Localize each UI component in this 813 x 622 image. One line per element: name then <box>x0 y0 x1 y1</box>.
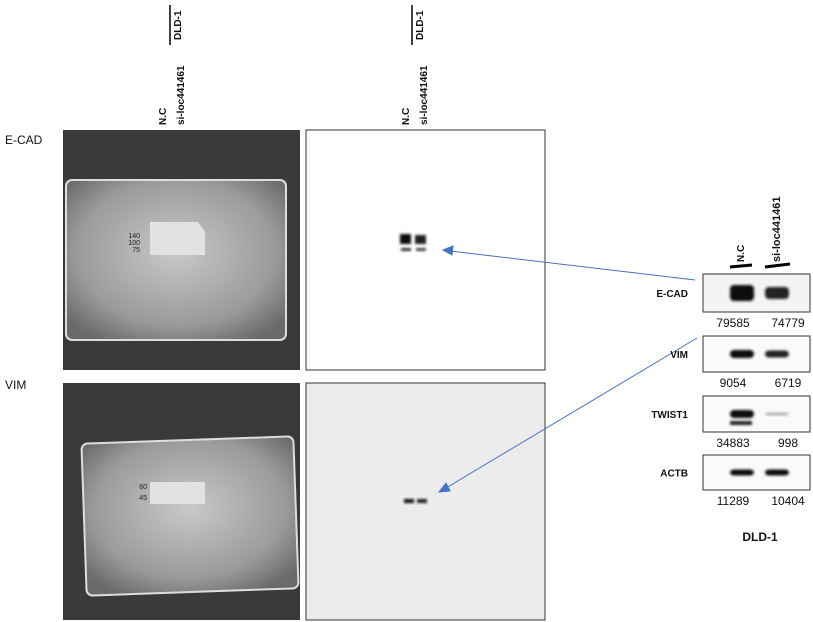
value-label: 9054 <box>720 376 747 390</box>
band <box>730 285 754 301</box>
band <box>730 350 754 358</box>
lane-label: N.C <box>158 108 169 125</box>
lane-label: si-loc441461 <box>771 197 783 262</box>
lane-label: si-loc441461 <box>419 65 430 125</box>
blot <box>703 396 810 432</box>
value-label: 6719 <box>775 376 802 390</box>
lane-label: N.C <box>401 108 412 125</box>
band <box>730 410 754 418</box>
header-2: DLD-1 N.C si-loc441461 <box>401 5 430 125</box>
membrane-photo: 140 100 75 <box>63 130 300 370</box>
marker: 60 <box>139 484 147 491</box>
row-label: E-CAD <box>5 133 43 147</box>
blot-label: E-CAD <box>656 289 688 300</box>
group-label: DLD-1 <box>173 10 184 40</box>
band <box>765 413 789 416</box>
band <box>765 470 789 476</box>
band <box>730 421 752 425</box>
band <box>765 351 789 358</box>
blot <box>703 274 810 312</box>
value-label: 34883 <box>716 436 750 450</box>
marker: 100 <box>128 240 140 247</box>
value-label: 11289 <box>717 494 750 508</box>
value-label: 79585 <box>716 316 750 330</box>
row-label: VIM <box>5 378 26 392</box>
marker: 140 <box>128 233 140 240</box>
blot-label: ACTB <box>660 469 688 480</box>
footer: DLD-1 <box>742 530 778 544</box>
membrane-photo: 60 45 <box>63 383 300 620</box>
band <box>765 287 789 299</box>
value-label: 10404 <box>771 494 805 508</box>
blot <box>306 130 545 370</box>
group-label: DLD-1 <box>415 10 426 40</box>
figure: DLD-1 N.C si-loc441461 DLD-1 N.C si-loc4… <box>0 0 813 622</box>
band <box>730 470 754 476</box>
blot <box>703 336 810 372</box>
marker: 75 <box>132 247 140 254</box>
blot-label: VIM <box>670 350 688 361</box>
header-1: DLD-1 N.C si-loc441461 <box>158 5 187 125</box>
blot-panel: E-CAD 79585 74779 VIM 9054 6719 TWIST1 34883 998… <box>651 274 810 508</box>
blot <box>703 455 810 490</box>
lane-label: si-loc441461 <box>176 65 187 125</box>
value-label: 998 <box>778 436 798 450</box>
lane-label: N.C <box>736 245 747 262</box>
blot <box>306 383 545 620</box>
marker: 45 <box>139 495 147 502</box>
value-label: 74779 <box>771 316 805 330</box>
blot-label: TWIST1 <box>651 410 688 421</box>
